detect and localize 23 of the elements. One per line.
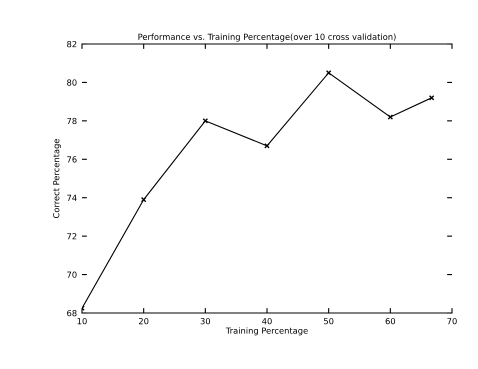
chart-title: Performance vs. Training Percentage(over 10 cross validation): [138, 34, 396, 42]
point: [388, 114, 394, 120]
x-tick-label: 70: [447, 318, 457, 324]
y-tick-label: 68: [67, 310, 77, 316]
point: [202, 118, 208, 124]
x-tick-label: 50: [324, 318, 334, 324]
x-tick-label: 40: [262, 318, 272, 324]
x-tick-label: 60: [386, 318, 396, 324]
point: [326, 70, 332, 76]
y-tick-label: 82: [67, 40, 76, 48]
y-tick-label: 70: [67, 272, 77, 278]
y-tick-label: 76: [67, 156, 77, 163]
x-tick-label: 20: [138, 318, 148, 324]
x-tick-label: 10: [78, 318, 87, 324]
y-axis-title: Correct Percentage: [53, 138, 61, 218]
point: [264, 143, 270, 149]
y-tick-label: 78: [67, 118, 77, 124]
y-tick-label: 72: [67, 233, 76, 240]
x-tick-label: 30: [200, 318, 210, 324]
y-tick-label: 74: [67, 194, 77, 201]
y-tick-label: 80: [67, 79, 77, 86]
x-axis-title: Training Percentage: [226, 327, 308, 336]
point: [140, 196, 146, 202]
